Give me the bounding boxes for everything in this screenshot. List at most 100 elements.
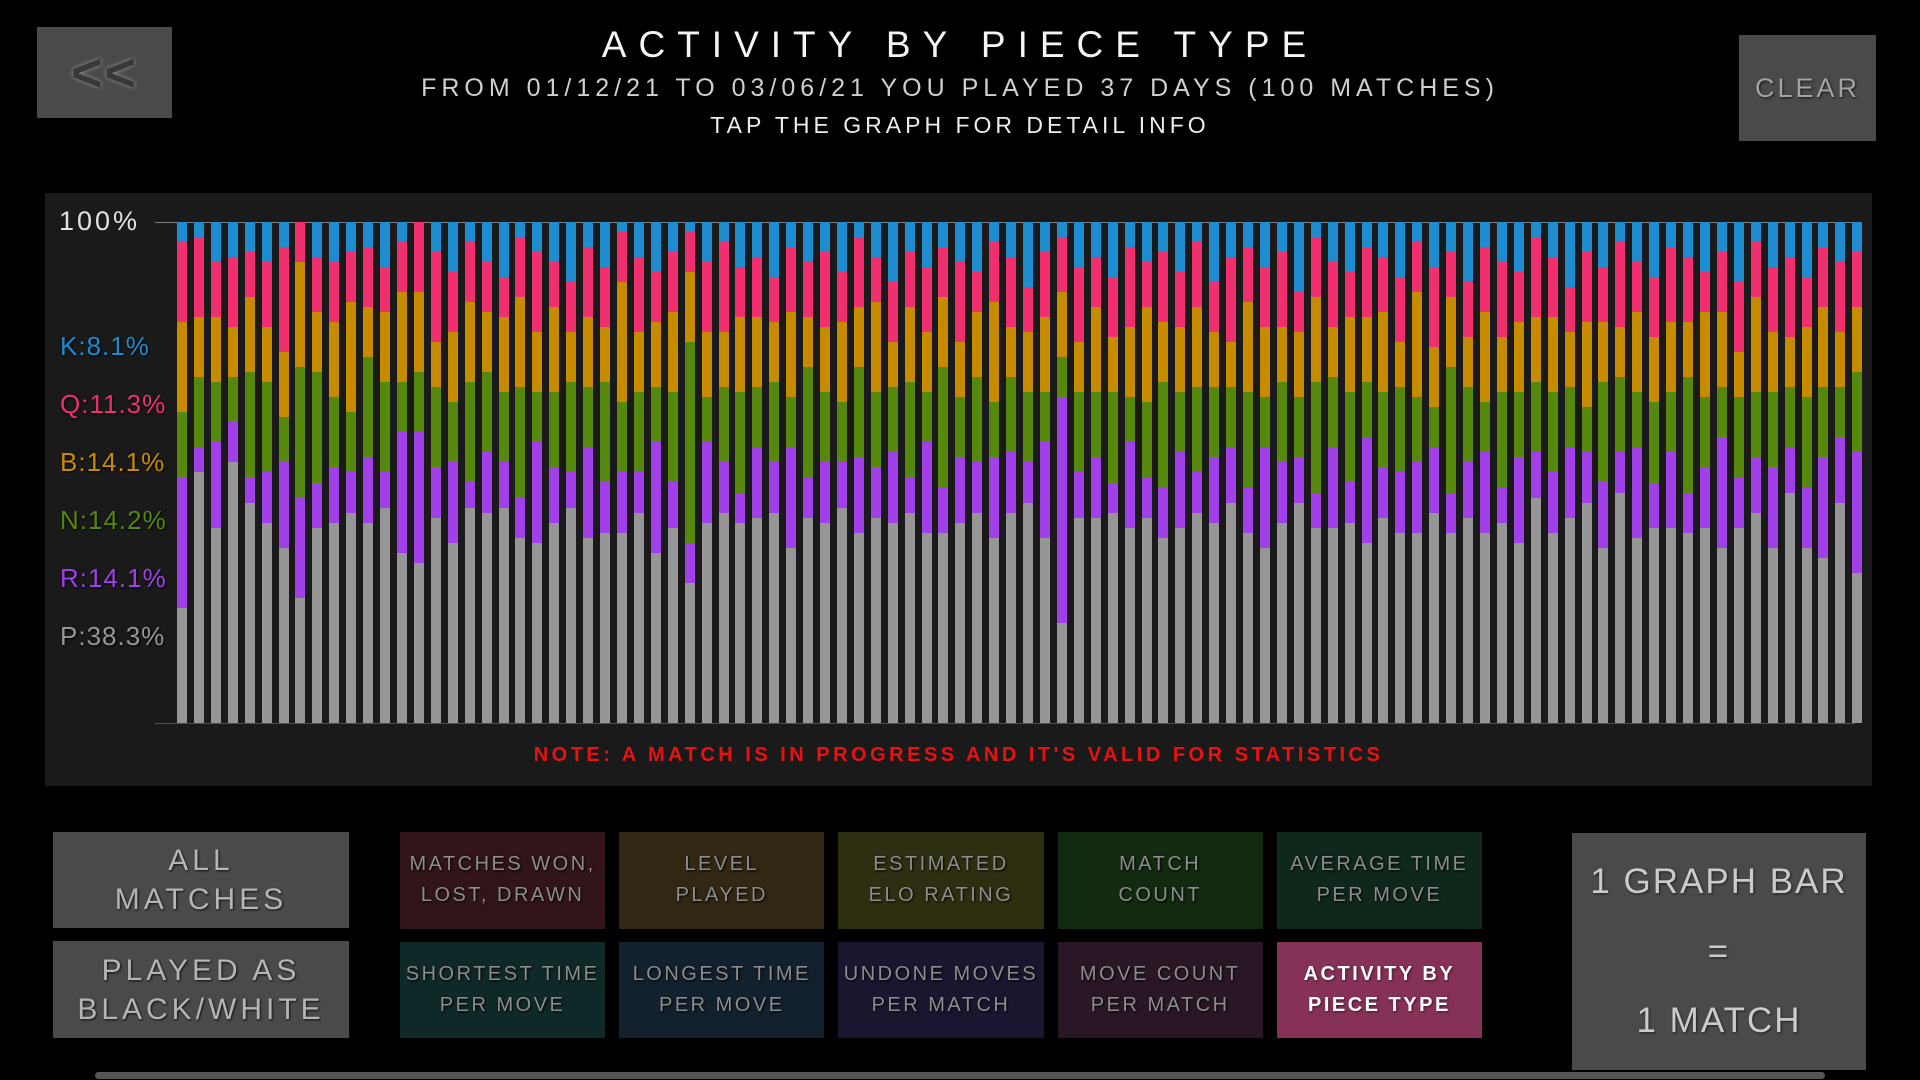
chart-bar-35[interactable] (752, 222, 763, 723)
stat-button-undone-moves-per-match[interactable]: UNDONE MOVES PER MATCH (838, 941, 1044, 1038)
chart-bar-95[interactable] (1767, 222, 1778, 723)
chart-bar-27[interactable] (616, 222, 627, 723)
system-navigation-bar[interactable] (95, 1072, 1825, 1079)
chart-bar-82[interactable] (1547, 222, 1558, 723)
chart-bar-74[interactable] (1412, 222, 1423, 723)
chart-bar-81[interactable] (1530, 222, 1541, 723)
chart-bar-55[interactable] (1090, 222, 1101, 723)
chart-bar-47[interactable] (955, 222, 966, 723)
chart-bar-87[interactable] (1632, 222, 1643, 723)
chart-bar-2[interactable] (193, 222, 204, 723)
chart-bar-80[interactable] (1513, 222, 1524, 723)
chart-bar-30[interactable] (667, 222, 678, 723)
chart-bar-70[interactable] (1344, 222, 1355, 723)
chart-bar-61[interactable] (1192, 222, 1203, 723)
chart-bar-91[interactable] (1699, 222, 1710, 723)
chart-bar-72[interactable] (1378, 222, 1389, 723)
all-matches-button[interactable]: ALL MATCHES (53, 832, 349, 928)
chart-bar-18[interactable] (464, 222, 475, 723)
chart-bar-54[interactable] (1073, 222, 1084, 723)
chart-bar-7[interactable] (278, 222, 289, 723)
chart-bar-59[interactable] (1158, 222, 1169, 723)
chart-bar-19[interactable] (481, 222, 492, 723)
chart-bar-42[interactable] (870, 222, 881, 723)
chart-bar-1[interactable] (177, 222, 187, 723)
stat-button-match-count[interactable]: MATCH COUNT (1057, 832, 1263, 929)
chart-bar-10[interactable] (329, 222, 340, 723)
chart-bar-86[interactable] (1615, 222, 1626, 723)
chart-bar-94[interactable] (1750, 222, 1761, 723)
chart-bar-9[interactable] (312, 222, 323, 723)
chart-bar-67[interactable] (1293, 222, 1304, 723)
chart-bar-90[interactable] (1683, 222, 1694, 723)
chart-bar-50[interactable] (1006, 222, 1017, 723)
chart-bar-33[interactable] (718, 222, 729, 723)
chart-bar-17[interactable] (447, 222, 458, 723)
chart-bar-48[interactable] (972, 222, 983, 723)
chart-bar-83[interactable] (1564, 222, 1575, 723)
stacked-bar-chart[interactable] (177, 222, 1863, 723)
chart-bar-43[interactable] (887, 222, 898, 723)
chart-bar-11[interactable] (346, 222, 357, 723)
stat-button-move-count-per-match[interactable]: MOVE COUNT PER MATCH (1057, 941, 1263, 1038)
chart-bar-98[interactable] (1818, 222, 1829, 723)
chart-bar-77[interactable] (1463, 222, 1474, 723)
chart-bar-78[interactable] (1479, 222, 1490, 723)
chart-bar-93[interactable] (1733, 222, 1744, 723)
chart-bar-73[interactable] (1395, 222, 1406, 723)
chart-bar-58[interactable] (1141, 222, 1152, 723)
chart-bar-46[interactable] (938, 222, 949, 723)
chart-bar-51[interactable] (1023, 222, 1034, 723)
stat-button-shortest-time-per-move[interactable]: SHORTEST TIME PER MOVE (400, 941, 606, 1038)
chart-bar-8[interactable] (295, 222, 306, 723)
chart-bar-49[interactable] (989, 222, 1000, 723)
stat-button-longest-time-per-move[interactable]: LONGEST TIME PER MOVE (619, 941, 825, 1038)
chart-bar-88[interactable] (1649, 222, 1660, 723)
chart-bar-23[interactable] (549, 222, 560, 723)
stat-button-matches-won-lost-drawn[interactable]: MATCHES WON, LOST, DRAWN (400, 832, 606, 929)
chart-bar-62[interactable] (1209, 222, 1220, 723)
chart-bar-69[interactable] (1327, 222, 1338, 723)
chart-bar-96[interactable] (1784, 222, 1795, 723)
stat-button-average-time-per-move[interactable]: AVERAGE TIME PER MOVE (1276, 832, 1482, 929)
chart-bar-16[interactable] (430, 222, 441, 723)
chart-bar-44[interactable] (904, 222, 915, 723)
chart-bar-100[interactable] (1852, 222, 1863, 723)
chart-bar-41[interactable] (853, 222, 864, 723)
chart-bar-89[interactable] (1666, 222, 1677, 723)
chart-bar-26[interactable] (600, 222, 611, 723)
chart-bar-92[interactable] (1716, 222, 1727, 723)
chart-bar-52[interactable] (1040, 222, 1051, 723)
chart-bar-76[interactable] (1446, 222, 1457, 723)
chart-bar-40[interactable] (836, 222, 847, 723)
chart-bar-85[interactable] (1598, 222, 1609, 723)
chart-bar-12[interactable] (363, 222, 374, 723)
stat-button-activity-by-piece-type[interactable]: ACTIVITY BY PIECE TYPE (1276, 941, 1482, 1038)
clear-button[interactable]: CLEAR (1739, 35, 1876, 141)
back-button[interactable]: << (37, 27, 172, 118)
chart-bar-99[interactable] (1835, 222, 1846, 723)
chart-bar-36[interactable] (769, 222, 780, 723)
chart-bar-57[interactable] (1124, 222, 1135, 723)
chart-bar-56[interactable] (1107, 222, 1118, 723)
chart-bar-32[interactable] (701, 222, 712, 723)
chart-bar-65[interactable] (1260, 222, 1270, 723)
chart-bar-37[interactable] (786, 222, 797, 723)
chart-bar-4[interactable] (227, 222, 238, 723)
chart-bar-64[interactable] (1243, 222, 1254, 723)
chart-bar-53[interactable] (1056, 222, 1067, 723)
chart-bar-68[interactable] (1310, 222, 1321, 723)
chart-bar-3[interactable] (210, 222, 221, 723)
chart-bar-31[interactable] (684, 222, 695, 723)
chart-bar-75[interactable] (1429, 222, 1440, 723)
chart-bar-14[interactable] (396, 222, 407, 723)
chart-bar-6[interactable] (261, 222, 272, 723)
chart-bar-34[interactable] (735, 222, 746, 723)
stat-button-estimated-elo-rating[interactable]: ESTIMATED ELO RATING (838, 832, 1044, 929)
chart-bar-22[interactable] (532, 222, 543, 723)
chart-bar-63[interactable] (1226, 222, 1237, 723)
chart-bar-24[interactable] (566, 222, 577, 723)
chart-bar-97[interactable] (1801, 222, 1812, 723)
chart-bar-5[interactable] (244, 222, 255, 723)
chart-bar-45[interactable] (921, 222, 932, 723)
